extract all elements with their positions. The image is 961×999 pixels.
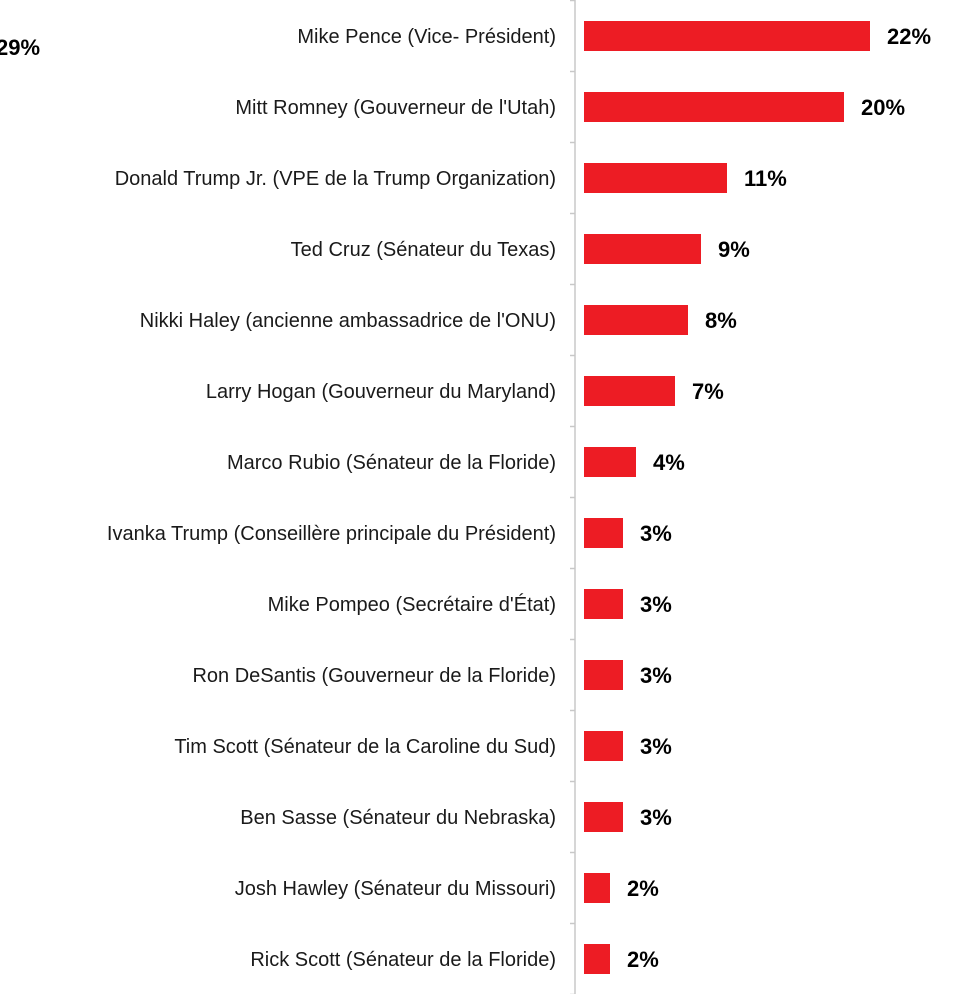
bar bbox=[584, 92, 844, 122]
bar bbox=[584, 802, 623, 832]
value-label: 11% bbox=[744, 166, 787, 191]
bar bbox=[584, 873, 610, 903]
bar bbox=[584, 731, 623, 761]
category-label: Mitt Romney (Gouverneur de l'Utah) bbox=[235, 97, 556, 119]
category-label: Ron DeSantis (Gouverneur de la Floride) bbox=[192, 665, 556, 687]
category-label: Ted Cruz (Sénateur du Texas) bbox=[291, 239, 556, 261]
bar bbox=[584, 234, 701, 264]
category-label: Ivanka Trump (Conseillère principale du … bbox=[107, 523, 556, 545]
bar bbox=[584, 660, 623, 690]
category-label: Ben Sasse (Sénateur du Nebraska) bbox=[240, 807, 556, 829]
category-label: Tim Scott (Sénateur de la Caroline du Su… bbox=[174, 736, 556, 758]
value-label: 7% bbox=[692, 379, 724, 404]
bar bbox=[584, 376, 675, 406]
value-label: 9% bbox=[718, 237, 750, 262]
bar bbox=[584, 589, 623, 619]
value-label: 2% bbox=[627, 947, 659, 972]
value-label: 3% bbox=[640, 734, 672, 759]
category-label: Josh Hawley (Sénateur du Missouri) bbox=[235, 878, 556, 900]
category-label: Donald Trump Jr. (VPE de la Trump Organi… bbox=[115, 168, 556, 190]
bar bbox=[584, 305, 688, 335]
value-label: 3% bbox=[640, 663, 672, 688]
value-label: 3% bbox=[640, 521, 672, 546]
value-label: 3% bbox=[640, 805, 672, 830]
value-label: 2% bbox=[627, 876, 659, 901]
clipped-value-label: 29% bbox=[0, 35, 41, 60]
value-label: 8% bbox=[705, 308, 737, 333]
bar bbox=[584, 21, 870, 51]
value-label: 22% bbox=[887, 24, 931, 49]
value-label: 3% bbox=[640, 592, 672, 617]
category-label: Mike Pompeo (Secrétaire d'État) bbox=[268, 593, 556, 616]
bar bbox=[584, 447, 636, 477]
value-label: 4% bbox=[653, 450, 685, 475]
category-label: Rick Scott (Sénateur de la Floride) bbox=[250, 949, 556, 971]
category-label: Mike Pence (Vice- Président) bbox=[297, 26, 556, 48]
bar bbox=[584, 518, 623, 548]
category-label: Marco Rubio (Sénateur de la Floride) bbox=[227, 452, 556, 474]
bar bbox=[584, 163, 727, 193]
value-label: 20% bbox=[861, 95, 905, 120]
bar bbox=[584, 944, 610, 974]
category-label: Nikki Haley (ancienne ambassadrice de l'… bbox=[140, 310, 556, 332]
category-label: Larry Hogan (Gouverneur du Maryland) bbox=[206, 381, 556, 403]
